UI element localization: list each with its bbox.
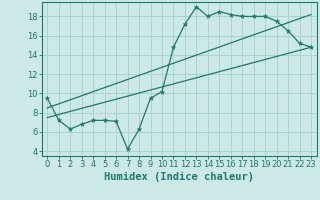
X-axis label: Humidex (Indice chaleur): Humidex (Indice chaleur) xyxy=(104,172,254,182)
